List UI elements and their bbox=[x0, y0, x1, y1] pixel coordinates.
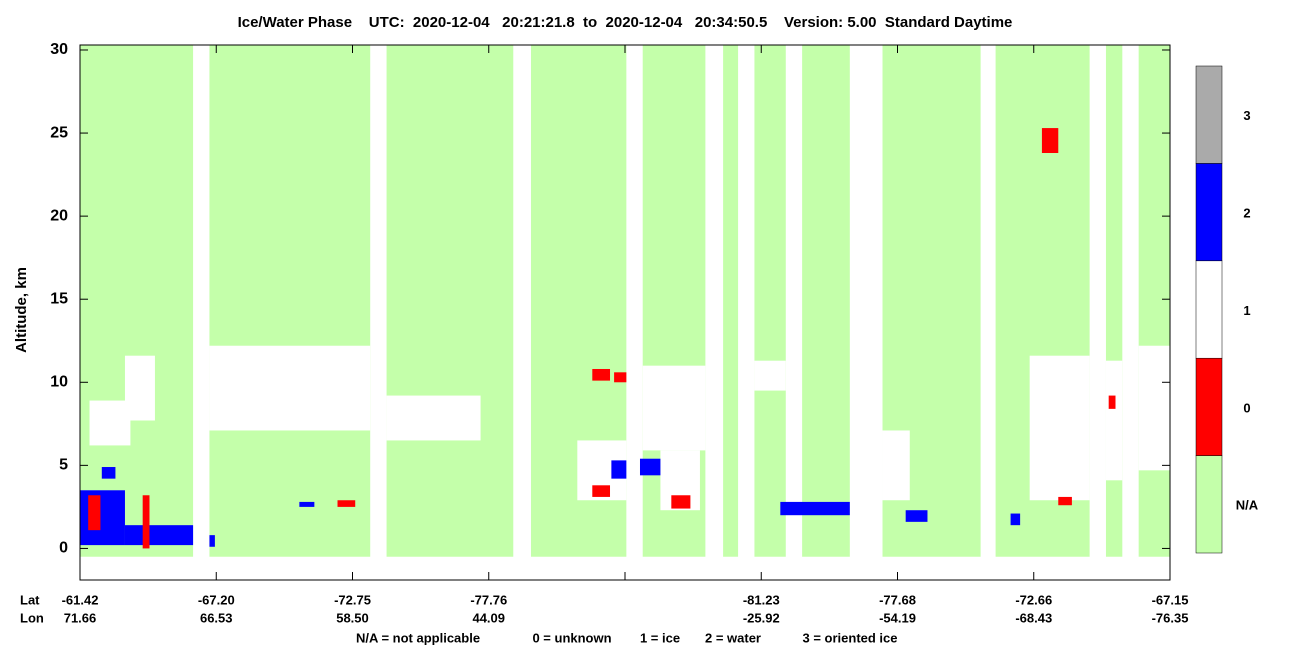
feature-2 bbox=[905, 510, 928, 522]
feature-1 bbox=[89, 400, 131, 446]
lon-label: 44.09 bbox=[472, 610, 505, 625]
feature-1 bbox=[754, 360, 786, 391]
lon-label: -76.35 bbox=[1152, 610, 1189, 625]
y-tick-label: 15 bbox=[50, 290, 68, 307]
y-tick-label: 5 bbox=[59, 457, 68, 474]
swath bbox=[1138, 45, 1170, 557]
y-tick-label: 0 bbox=[59, 540, 68, 557]
lat-label: -77.68 bbox=[879, 592, 916, 607]
footer-legend: 1 = ice bbox=[640, 630, 680, 645]
swath bbox=[754, 45, 786, 557]
feature-1 bbox=[642, 365, 706, 451]
feature-1 bbox=[1029, 355, 1090, 501]
lat-label: -67.15 bbox=[1152, 592, 1189, 607]
feature-0 bbox=[592, 485, 611, 497]
lon-label: -54.19 bbox=[879, 610, 916, 625]
lat-label: -72.75 bbox=[334, 592, 371, 607]
feature-1 bbox=[882, 430, 910, 501]
lon-label: -68.43 bbox=[1015, 610, 1052, 625]
colorbar-label: 3 bbox=[1243, 108, 1250, 123]
lat-label: -72.66 bbox=[1015, 592, 1052, 607]
feature-2 bbox=[299, 501, 315, 507]
feature-1 bbox=[1138, 345, 1170, 471]
row-label: Lat bbox=[20, 592, 40, 607]
feature-2 bbox=[611, 460, 627, 479]
feature-2 bbox=[124, 525, 194, 546]
colorbar-label: 2 bbox=[1243, 206, 1250, 221]
feature-1 bbox=[209, 345, 371, 431]
feature-0 bbox=[337, 500, 356, 507]
colorbar-swatch bbox=[1195, 455, 1223, 554]
feature-0 bbox=[1108, 395, 1116, 409]
lat-label: -81.23 bbox=[743, 592, 780, 607]
feature-0 bbox=[1058, 496, 1072, 506]
colorbar-label: N/A bbox=[1236, 498, 1259, 513]
footer-legend: 3 = oriented ice bbox=[802, 630, 897, 645]
feature-2 bbox=[80, 490, 125, 546]
feature-2 bbox=[780, 501, 850, 516]
colorbar-label: 1 bbox=[1243, 303, 1250, 318]
swath bbox=[723, 45, 739, 557]
colorbar-label: 0 bbox=[1243, 400, 1250, 415]
footer-legend: N/A = not applicable bbox=[356, 630, 480, 645]
lat-label: -77.76 bbox=[470, 592, 507, 607]
colorbar-swatch bbox=[1195, 163, 1223, 262]
row-label: Lon bbox=[20, 610, 44, 625]
colorbar-swatch bbox=[1195, 357, 1223, 456]
swath bbox=[80, 45, 194, 557]
lat-label: -61.42 bbox=[62, 592, 99, 607]
swath bbox=[386, 45, 514, 557]
colorbar-swatch bbox=[1195, 260, 1223, 359]
feature-2 bbox=[1010, 513, 1021, 526]
feature-0 bbox=[592, 368, 611, 381]
y-tick-label: 20 bbox=[50, 207, 68, 224]
feature-2 bbox=[209, 535, 215, 547]
y-tick-label: 10 bbox=[50, 374, 68, 391]
feature-0 bbox=[1041, 128, 1059, 153]
lon-label: 58.50 bbox=[336, 610, 369, 625]
chart-title: Ice/Water Phase UTC: 2020-12-04 20:21:21… bbox=[238, 14, 1013, 31]
footer-legend: 2 = water bbox=[705, 630, 761, 645]
feature-2 bbox=[101, 467, 116, 479]
feature-2 bbox=[639, 458, 661, 476]
swath bbox=[209, 45, 371, 557]
feature-0 bbox=[614, 372, 627, 383]
feature-0 bbox=[671, 495, 691, 509]
feature-0 bbox=[142, 495, 150, 549]
colorbar-swatch bbox=[1195, 65, 1223, 164]
y-tick-label: 30 bbox=[50, 41, 68, 58]
feature-1 bbox=[386, 395, 481, 441]
footer-legend: 0 = unknown bbox=[532, 630, 611, 645]
lon-label: 71.66 bbox=[64, 610, 97, 625]
y-tick-label: 25 bbox=[50, 124, 68, 141]
swath bbox=[802, 45, 850, 557]
lon-label: -25.92 bbox=[743, 610, 780, 625]
lat-label: -67.20 bbox=[198, 592, 235, 607]
y-axis-label: Altitude, km bbox=[13, 267, 30, 353]
feature-0 bbox=[88, 495, 101, 531]
lon-label: 66.53 bbox=[200, 610, 233, 625]
feature-1 bbox=[1105, 360, 1123, 481]
